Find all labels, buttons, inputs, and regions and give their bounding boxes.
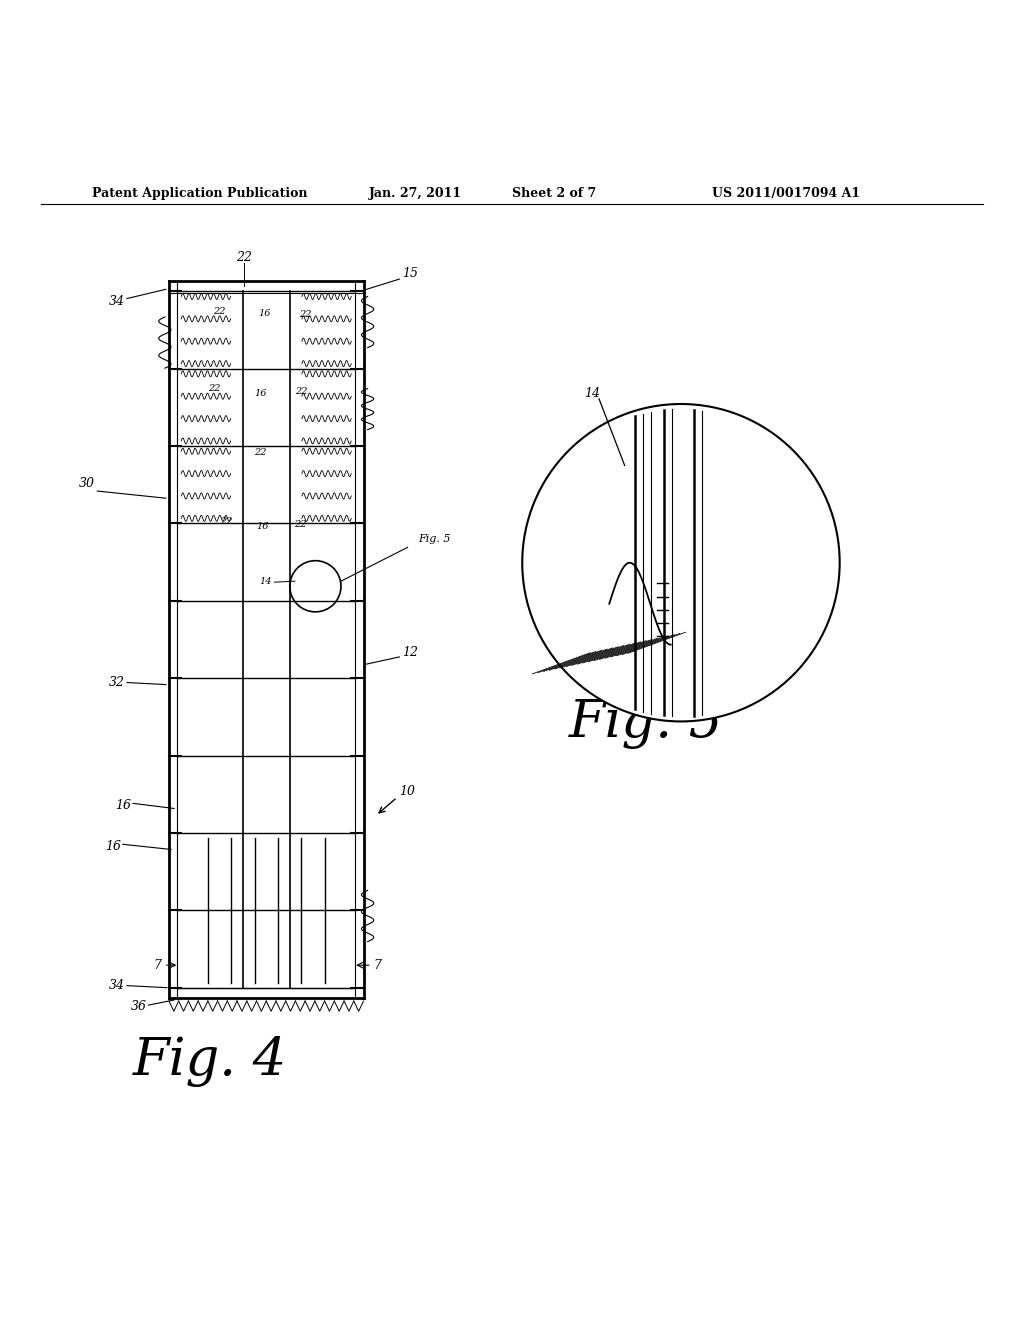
Text: 16: 16 (104, 840, 121, 853)
Circle shape (522, 404, 840, 722)
Text: Fig. 5: Fig. 5 (418, 535, 451, 544)
Text: 14: 14 (584, 387, 600, 400)
Text: 22: 22 (295, 387, 307, 396)
Text: Sheet 2 of 7: Sheet 2 of 7 (512, 186, 596, 199)
Text: Jan. 27, 2011: Jan. 27, 2011 (369, 186, 462, 199)
Text: 22: 22 (299, 310, 311, 319)
Text: 34: 34 (109, 979, 125, 993)
Text: 22: 22 (208, 384, 220, 393)
Text: 16: 16 (254, 389, 266, 399)
Text: 32: 32 (109, 676, 125, 689)
Text: 22: 22 (213, 308, 225, 317)
Text: 7: 7 (154, 958, 162, 972)
Text: 15: 15 (402, 268, 419, 280)
Text: 16: 16 (115, 799, 131, 812)
Text: 22: 22 (254, 447, 266, 457)
Text: 14: 14 (259, 577, 271, 586)
Text: 12: 12 (402, 647, 419, 659)
Text: 10: 10 (399, 784, 416, 797)
Text: 22: 22 (220, 517, 232, 527)
Text: Patent Application Publication: Patent Application Publication (92, 186, 307, 199)
Text: 16: 16 (258, 309, 270, 318)
Text: 36: 36 (130, 999, 146, 1012)
Text: 34: 34 (109, 296, 125, 308)
Text: 22: 22 (294, 520, 306, 529)
Text: 22: 22 (236, 251, 252, 264)
Text: Fig. 4: Fig. 4 (133, 1036, 288, 1086)
Text: 30: 30 (79, 478, 95, 490)
Text: Fig. 5: Fig. 5 (568, 698, 723, 748)
Text: 7: 7 (374, 958, 382, 972)
Text: 16: 16 (256, 523, 268, 532)
Text: US 2011/0017094 A1: US 2011/0017094 A1 (712, 186, 860, 199)
